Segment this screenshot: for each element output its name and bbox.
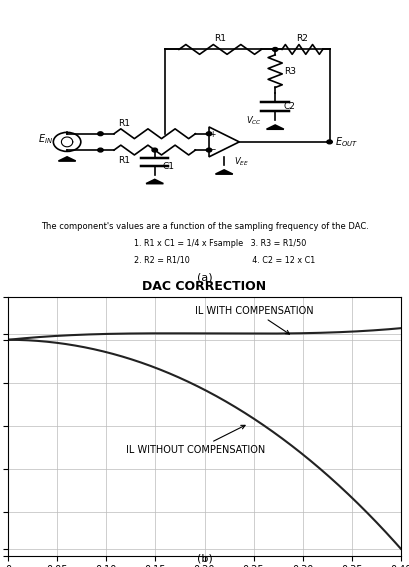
Text: IL WITH COMPENSATION: IL WITH COMPENSATION	[195, 306, 313, 334]
Text: 1. R1 x C1 = 1/4 x Fsample   3. R3 = R1/50: 1. R1 x C1 = 1/4 x Fsample 3. R3 = R1/50	[134, 239, 306, 248]
Circle shape	[98, 148, 103, 152]
Circle shape	[272, 48, 278, 52]
Text: C1: C1	[163, 162, 175, 171]
Circle shape	[152, 148, 157, 152]
Circle shape	[98, 132, 103, 136]
Polygon shape	[146, 179, 163, 184]
Text: +: +	[209, 130, 216, 139]
Text: $V_{CC}$: $V_{CC}$	[245, 115, 261, 127]
Text: $V_{EE}$: $V_{EE}$	[234, 155, 249, 168]
Text: The component's values are a function of the sampling frequency of the DAC.: The component's values are a function of…	[40, 222, 369, 231]
Circle shape	[327, 140, 332, 144]
Text: IL WITHOUT COMPENSATION: IL WITHOUT COMPENSATION	[126, 425, 265, 455]
Text: R3: R3	[284, 67, 296, 75]
Text: R1: R1	[118, 156, 130, 165]
Text: −: −	[209, 145, 216, 154]
Text: C2: C2	[284, 102, 296, 111]
Circle shape	[206, 148, 212, 152]
Polygon shape	[58, 157, 76, 161]
Text: R1: R1	[118, 119, 130, 128]
Text: (b): (b)	[197, 553, 212, 564]
Circle shape	[206, 132, 212, 136]
Title: DAC CORRECTION: DAC CORRECTION	[142, 280, 267, 293]
Text: R1: R1	[214, 35, 226, 44]
Text: (a): (a)	[197, 272, 212, 282]
Text: R2: R2	[297, 35, 308, 44]
Text: $E_{IN}$: $E_{IN}$	[38, 132, 53, 146]
Polygon shape	[216, 170, 233, 174]
Polygon shape	[267, 125, 284, 129]
Text: $E_{OUT}$: $E_{OUT}$	[335, 135, 359, 149]
Text: 2. R2 = R1/10                         4. C2 = 12 x C1: 2. R2 = R1/10 4. C2 = 12 x C1	[134, 256, 315, 265]
